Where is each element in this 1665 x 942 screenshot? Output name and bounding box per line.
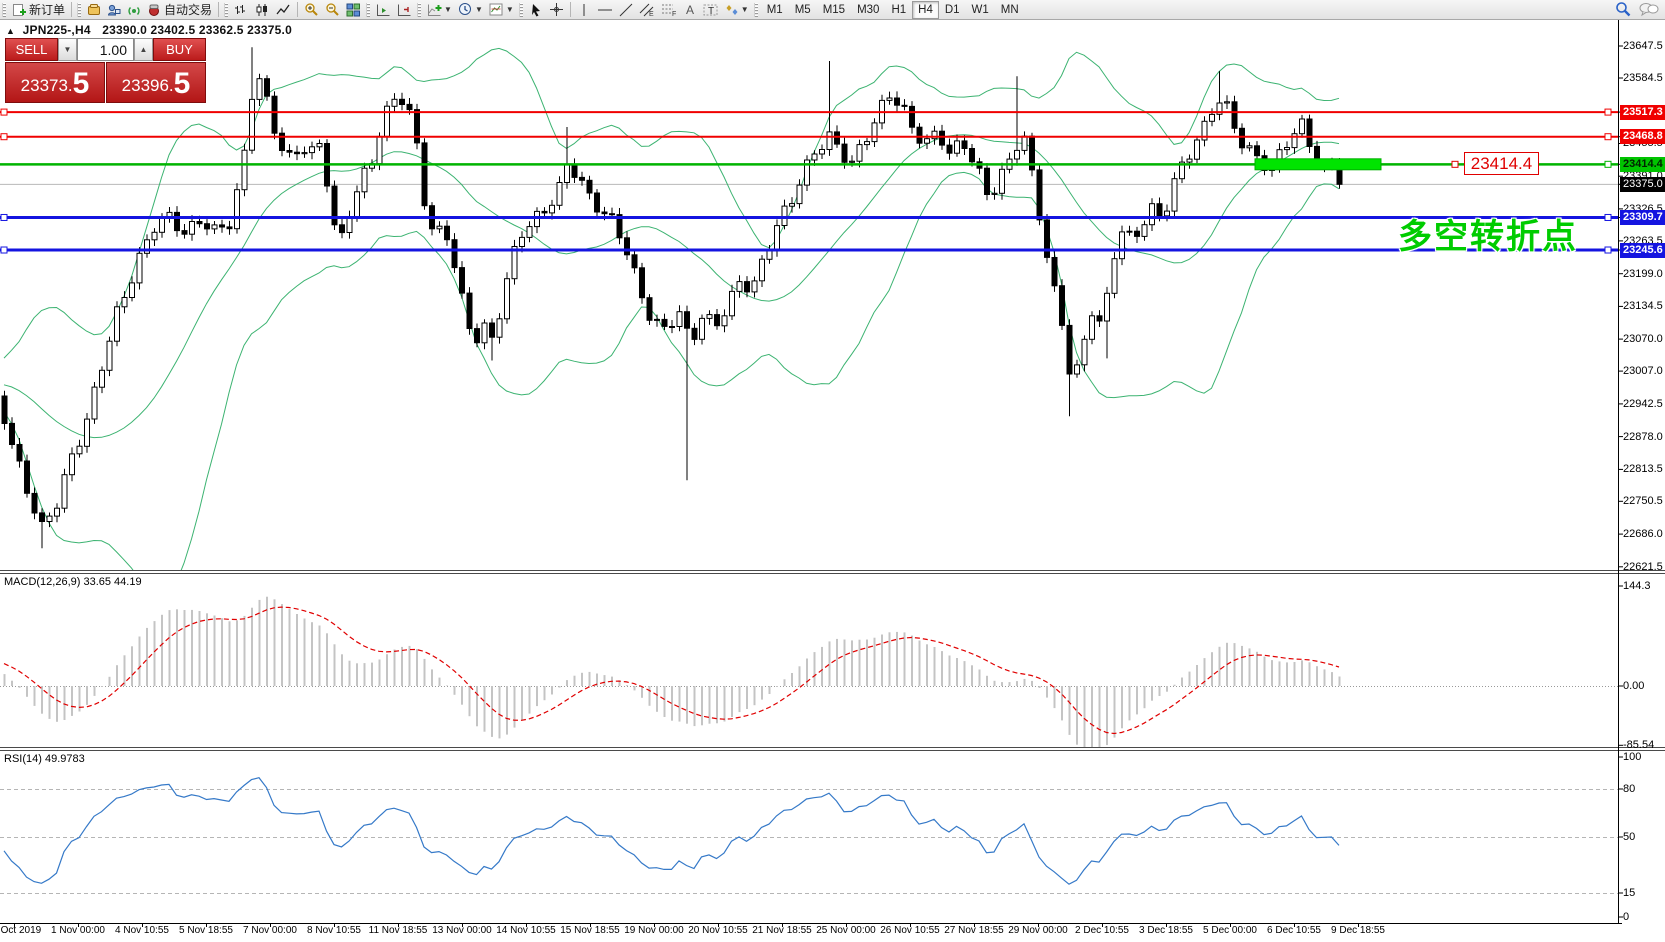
fibonacci-button[interactable]: F <box>658 1 680 19</box>
svg-text:A: A <box>686 3 694 17</box>
highlight-segment <box>1254 158 1382 171</box>
vertical-line-button[interactable] <box>574 1 594 19</box>
toolbar: 新订单 自动交易 ▼ ▼ ▼ <box>0 0 1665 20</box>
chart-shift-button[interactable] <box>394 1 415 19</box>
sell-price-display[interactable]: 23373. 5 <box>5 62 105 103</box>
line-anchor <box>0 108 8 116</box>
candlestick-button[interactable] <box>252 1 273 19</box>
timeframe-w1-button[interactable]: W1 <box>971 3 989 16</box>
rsi-line <box>3 777 1340 885</box>
horizontal-line-button[interactable] <box>594 1 616 19</box>
bollinger-band <box>3 171 1340 570</box>
buy-price-fraction: 5 <box>173 67 191 100</box>
one-click-trade-panel: SELL ▼ ▲ BUY 23373. 5 23396. 5 <box>5 38 206 103</box>
chevron-down-icon: ▼ <box>740 5 749 14</box>
timeframe-group: M1 M5 M15 M30 H1 H4 D1 W1 MN <box>761 0 1025 19</box>
chevron-down-icon: ▼ <box>505 5 514 14</box>
autotrading-button[interactable]: 自动交易 <box>144 1 215 19</box>
new-order-label: 新订单 <box>29 3 66 17</box>
timeframe-m5-button[interactable]: M5 <box>794 3 811 16</box>
data-feed-button[interactable] <box>124 1 144 19</box>
auto-scroll-button[interactable] <box>373 1 394 19</box>
autotrading-label: 自动交易 <box>164 3 213 17</box>
bollinger-band <box>3 134 1340 439</box>
profiles-button[interactable] <box>104 1 124 19</box>
line-anchor <box>0 133 8 141</box>
line-anchor <box>1604 160 1612 168</box>
candles <box>1 47 1343 549</box>
svg-text:F: F <box>672 11 676 17</box>
toolbar-grip[interactable] <box>2 2 6 17</box>
line-anchor <box>1604 133 1612 141</box>
bar-chart-button[interactable] <box>231 1 252 19</box>
search-icon[interactable] <box>1615 1 1631 20</box>
periods-button[interactable]: ▼ <box>455 1 486 19</box>
chart-area[interactable]: ▲ JPN225-,H4 23390.0 23402.5 23362.5 233… <box>0 20 1665 942</box>
autotrading-icon <box>147 3 161 17</box>
timeframe-m1-button[interactable]: M1 <box>766 3 783 16</box>
new-order-icon <box>12 3 26 17</box>
zoom-in-button[interactable] <box>301 1 322 19</box>
chevron-down-icon: ▼ <box>444 5 452 14</box>
separator <box>71 2 73 17</box>
timeframe-h1-button[interactable]: H1 <box>891 3 907 16</box>
flag-anchor <box>1451 160 1459 168</box>
indicators-button[interactable]: ▼ <box>424 1 455 19</box>
line-chart-button[interactable] <box>273 1 294 19</box>
cursor-button[interactable] <box>526 1 546 19</box>
line-anchor <box>0 213 8 221</box>
arrows-button[interactable]: ▼ <box>722 1 752 19</box>
timeframe-m30-button[interactable]: M30 <box>857 3 880 16</box>
separator <box>569 2 571 17</box>
line-anchor <box>1604 246 1612 254</box>
separator <box>218 2 220 17</box>
ohlc-quote: 23390.0 23402.5 23362.5 23375.0 <box>102 23 292 37</box>
equidistant-channel-button[interactable]: E <box>636 1 658 19</box>
new-chart-button[interactable] <box>84 1 104 19</box>
volume-increase-button[interactable]: ▲ <box>134 38 153 61</box>
separator <box>297 2 299 17</box>
buy-price-main: 23396. <box>121 76 174 95</box>
new-order-button[interactable]: 新订单 <box>9 1 68 19</box>
timeframe-d1-button[interactable]: D1 <box>944 3 960 16</box>
buy-button[interactable]: BUY <box>153 38 206 61</box>
symbol-period-label: JPN225-,H4 <box>22 23 91 37</box>
timeframe-m15-button[interactable]: M15 <box>822 3 846 16</box>
chevron-down-icon: ▼ <box>474 5 483 14</box>
sell-button[interactable]: SELL <box>5 38 58 61</box>
volume-decrease-button[interactable]: ▼ <box>58 38 77 61</box>
chat-icon[interactable] <box>1639 2 1659 20</box>
line-anchor <box>0 246 8 254</box>
zoom-out-button[interactable] <box>322 1 343 19</box>
templates-button[interactable]: ▼ <box>486 1 517 19</box>
toolbar-grip[interactable] <box>77 2 82 17</box>
sell-price-main: 23373. <box>20 76 73 95</box>
bollinger-band <box>3 47 1340 359</box>
svg-text:T: T <box>708 6 714 17</box>
trendline-button[interactable] <box>616 1 636 19</box>
line-anchor <box>1604 213 1612 221</box>
line-anchor <box>1604 108 1612 116</box>
toolbar-grip[interactable] <box>224 2 229 17</box>
toolbar-grip[interactable] <box>417 2 422 17</box>
timeframe-h4-button[interactable]: H4 <box>912 0 939 19</box>
collapse-panel-icon[interactable]: ▲ <box>6 26 16 36</box>
toolbar-grip[interactable] <box>753 2 758 17</box>
toolbar-grip[interactable] <box>366 2 371 17</box>
price-chart-canvas[interactable] <box>0 20 1665 942</box>
text-button[interactable]: A <box>680 1 700 19</box>
buy-price-display[interactable]: 23396. 5 <box>106 62 206 103</box>
timeframe-mn-button[interactable]: MN <box>1000 3 1019 16</box>
toolbar-grip[interactable] <box>518 2 523 17</box>
tile-windows-button[interactable] <box>343 1 364 19</box>
macd-signal-line <box>3 606 1340 735</box>
text-label-button[interactable]: T <box>700 1 722 19</box>
macd-histogram <box>3 596 1341 747</box>
chart-header: ▲ JPN225-,H4 23390.0 23402.5 23362.5 233… <box>6 23 292 37</box>
crosshair-button[interactable] <box>546 1 567 19</box>
svg-text:E: E <box>649 11 654 17</box>
volume-input[interactable] <box>77 38 134 61</box>
sell-price-fraction: 5 <box>72 67 90 100</box>
